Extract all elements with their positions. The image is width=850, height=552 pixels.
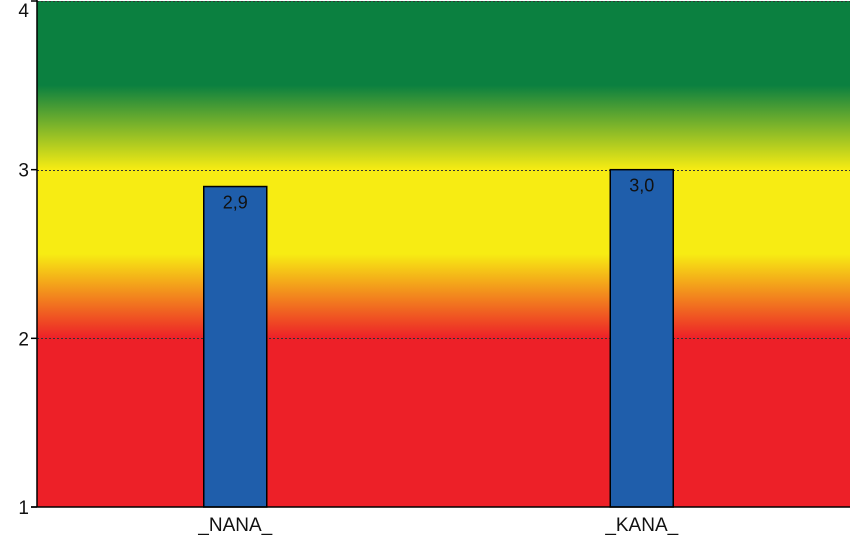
data-label-1: 3,0 <box>629 176 654 196</box>
bar-0 <box>203 185 268 508</box>
axes <box>31 0 850 508</box>
y-tick-label-1: 1 <box>18 498 29 519</box>
x-tick-label-1: _KANA_ <box>604 515 678 536</box>
data-label-0: 2,9 <box>223 193 248 213</box>
x-tick-label-0: _NANA_ <box>197 515 272 536</box>
y-tick-label-2: 2 <box>18 329 29 350</box>
y-tick-label-3: 3 <box>18 161 29 182</box>
y-tick-label-4: 4 <box>18 1 29 22</box>
plot-background <box>37 1 850 507</box>
labels: 2,9 _NANA_ 3,0 _KANA_ 1 2 3 4 <box>18 1 678 536</box>
bar-1 <box>609 168 674 508</box>
gridlines <box>37 1 850 339</box>
